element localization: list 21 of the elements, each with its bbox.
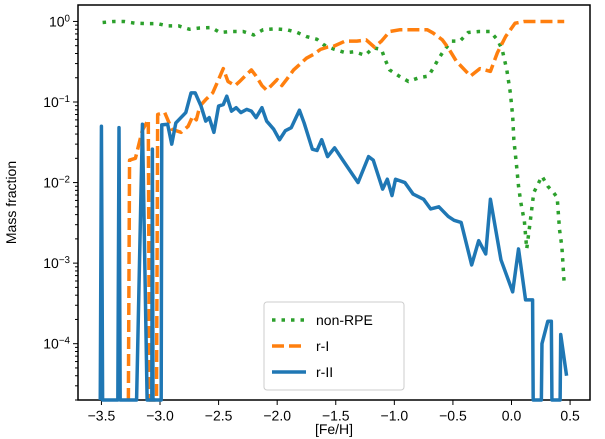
x-tick-label: −3.0 (146, 408, 174, 424)
x-tick-label: −1.0 (380, 408, 408, 424)
y-tick-label: 10$^{0}$ (48, 12, 71, 30)
x-tick-label: −2.0 (263, 408, 292, 424)
legend-label: r-II (316, 364, 334, 380)
y-tick-label: 10$^{−4}$ (43, 335, 71, 352)
x-tick-label: −0.5 (439, 408, 467, 424)
x-tick-label: −2.5 (204, 408, 233, 424)
y-axis-title: Mass fraction (3, 160, 19, 244)
line-series (126, 20, 566, 402)
legend-label: non-RPE (316, 312, 373, 328)
line-series (98, 91, 568, 402)
legend-label: r-I (316, 338, 330, 354)
x-tick-label: 0.5 (560, 408, 580, 424)
y-tick-label: 10$^{−1}$ (43, 93, 70, 110)
x-tick-label: −1.5 (322, 408, 350, 424)
x-tick-label: 0.0 (502, 408, 522, 424)
x-tick-label: −3.5 (88, 408, 116, 424)
y-tick-label: 10$^{−3}$ (43, 254, 71, 272)
x-axis-title: [Fe/H] (314, 421, 354, 437)
y-tick-label: 10$^{−2}$ (43, 174, 70, 190)
